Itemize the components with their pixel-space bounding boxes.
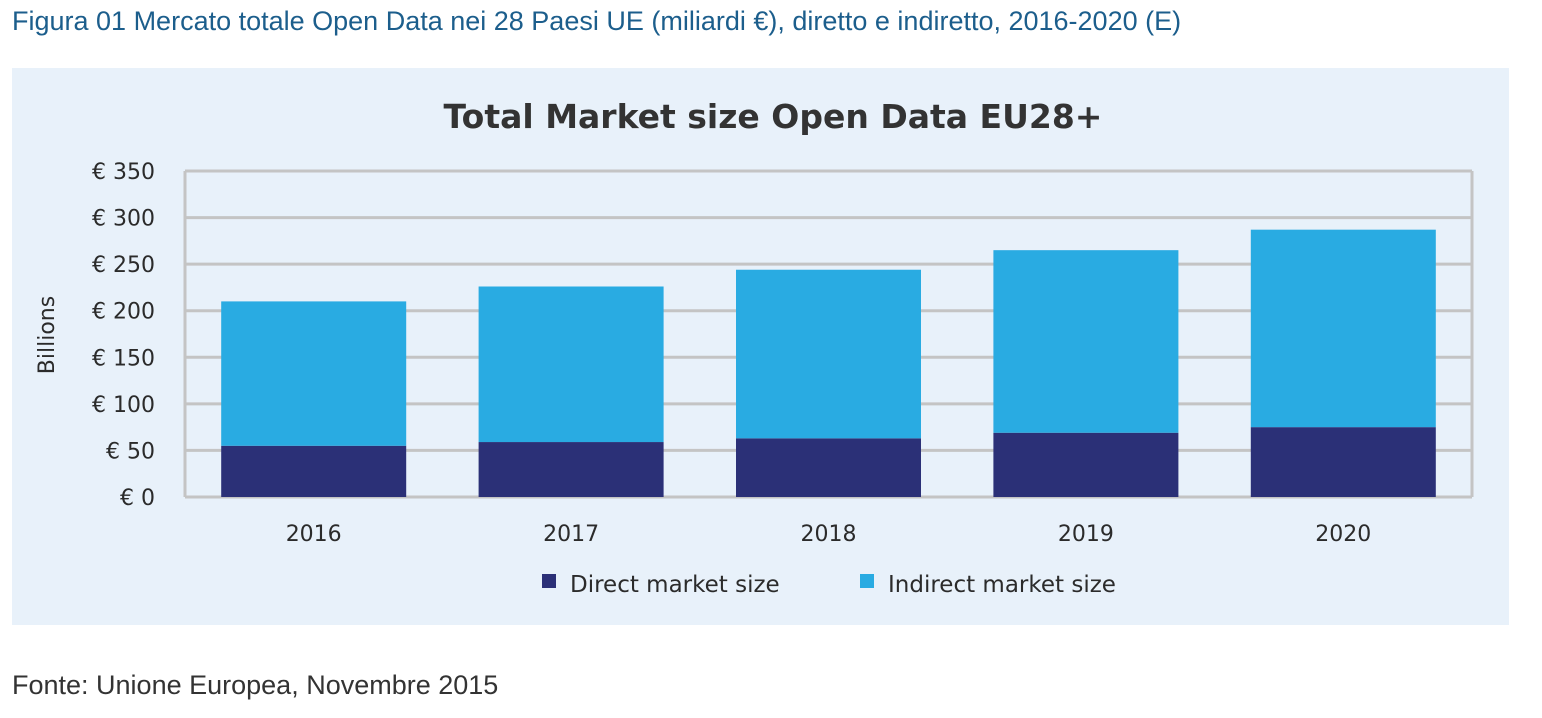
chart-title: Total Market size Open Data EU28+ <box>444 97 1103 136</box>
bar-direct-2020 <box>1250 427 1436 497</box>
x-tick-label: 2018 <box>801 522 857 547</box>
bar-indirect-2019 <box>993 250 1179 433</box>
bar-direct-2017 <box>478 442 664 497</box>
chart-panel: Total Market size Open Data EU28+ € 0 € 5… <box>12 68 1509 625</box>
y-axis-ticks: € 0 € 50 € 100 € 150 € 200 € 250 € 300 € 350 <box>92 160 155 511</box>
bar-indirect-2016 <box>221 301 407 446</box>
y-tick-label: € 50 <box>106 439 155 464</box>
y-tick-label: € 0 <box>120 486 155 511</box>
bar-direct-2019 <box>993 432 1179 497</box>
bar-direct-2018 <box>736 438 921 497</box>
y-tick-label: € 350 <box>92 160 155 185</box>
y-tick-label: € 150 <box>92 346 155 371</box>
bar-indirect-2018 <box>736 269 921 439</box>
y-tick-label: € 100 <box>92 393 155 418</box>
source-note: Fonte: Unione Europea, Novembre 2015 <box>12 670 499 700</box>
legend-indirect-swatch <box>860 574 874 588</box>
bar-indirect-2017 <box>478 286 664 443</box>
y-tick-label: € 250 <box>92 253 155 278</box>
stacked-bar-chart: Total Market size Open Data EU28+ € 0 € 5… <box>35 97 1474 598</box>
legend: Direct market size Indirect market size <box>542 572 1116 598</box>
legend-direct-swatch <box>542 574 556 588</box>
bar-indirect-2020 <box>1250 229 1436 428</box>
y-tick-label: € 300 <box>92 207 155 232</box>
x-tick-label: 2020 <box>1315 522 1371 547</box>
x-tick-label: 2019 <box>1058 522 1114 547</box>
x-axis-ticks: 2016 2017 2018 2019 2020 <box>286 522 1372 547</box>
x-tick-label: 2016 <box>286 522 342 547</box>
y-axis-title: Billions <box>35 296 60 374</box>
x-tick-label: 2017 <box>543 522 599 547</box>
y-tick-label: € 200 <box>92 300 155 325</box>
bar-direct-2016 <box>221 445 407 497</box>
bars <box>221 229 1436 497</box>
legend-direct-label: Direct market size <box>570 572 780 598</box>
legend-indirect-label: Indirect market size <box>888 572 1116 598</box>
figure-caption: Figura 01 Mercato totale Open Data nei 2… <box>12 6 1182 36</box>
